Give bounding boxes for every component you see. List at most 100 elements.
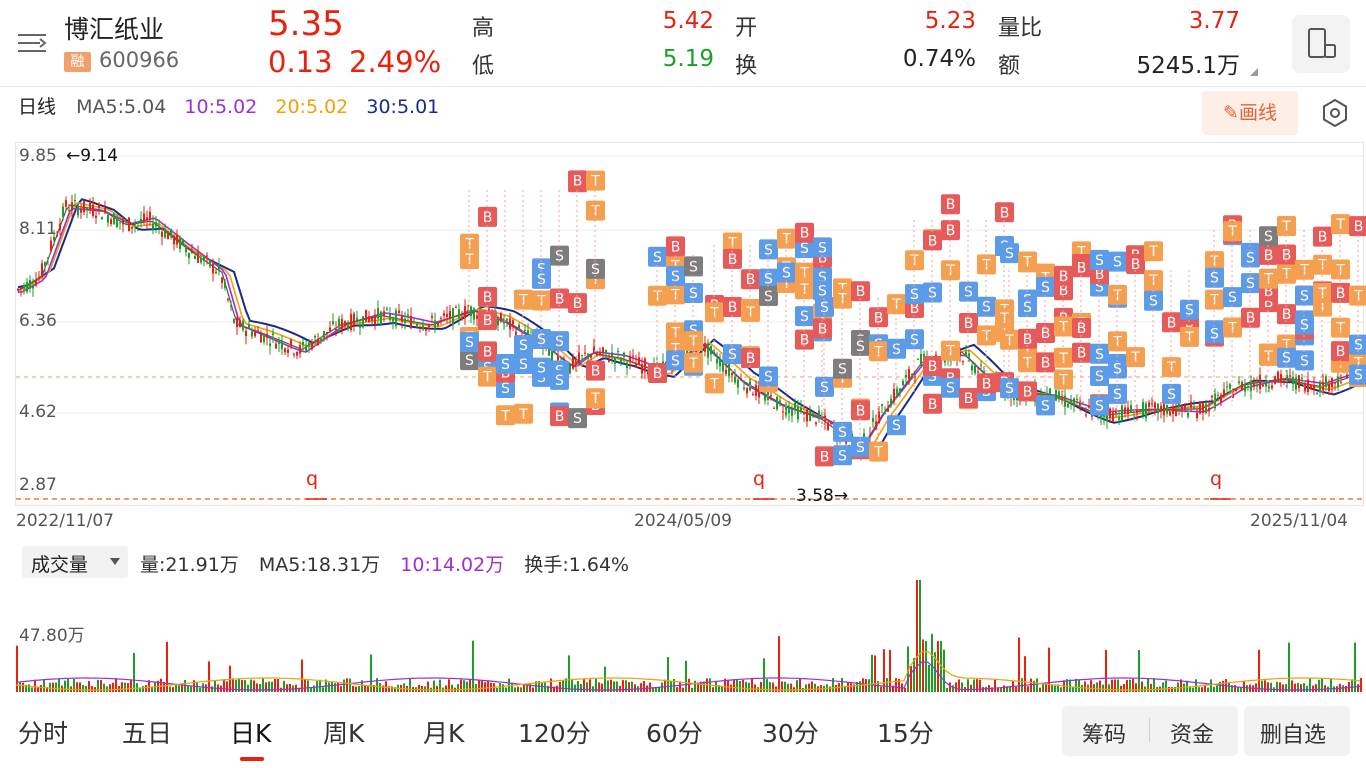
- min-price-marker: 3.58→: [796, 486, 849, 506]
- volume-bar: [754, 684, 756, 692]
- volume-bar: [640, 683, 642, 692]
- settings-icon[interactable]: [1320, 98, 1350, 128]
- volume-bar: [973, 679, 975, 692]
- remove-watchlist-button[interactable]: 删自选: [1244, 706, 1350, 756]
- volume-bar: [1096, 682, 1098, 692]
- volume-bar: [238, 678, 240, 692]
- volume-y-label: 47.80万: [19, 626, 85, 646]
- draw-line-button[interactable]: ✎画线: [1202, 91, 1298, 135]
- kline-chart[interactable]: [15, 142, 1364, 506]
- tab-intraday[interactable]: 分时: [18, 719, 69, 748]
- volume-bar: [163, 682, 165, 692]
- volume-bar: [880, 686, 882, 692]
- volume-bar: [898, 678, 900, 692]
- chips-funds-group: 筹码 资金: [1062, 706, 1238, 756]
- volume-bar: [766, 679, 768, 692]
- volume-bar: [1336, 686, 1338, 692]
- volume-bar: [106, 686, 108, 692]
- volume-bar: [736, 679, 738, 692]
- volume-bar: [310, 687, 312, 692]
- volume-bar: [1063, 680, 1065, 692]
- tab-weekly-k[interactable]: 周K: [323, 719, 365, 748]
- volume-bar: [1198, 687, 1200, 692]
- volume-bar: [616, 681, 618, 692]
- q-marker[interactable]: q: [1210, 468, 1223, 490]
- volume-bar: [793, 687, 795, 692]
- volume-bar: [1084, 681, 1086, 692]
- volume-bar: [1171, 687, 1173, 692]
- volume-ma5: MA5:18.31万: [258, 554, 381, 576]
- volume-bar: [769, 682, 771, 692]
- tab-monthly-k[interactable]: 月K: [423, 719, 465, 748]
- volume-bar: [1201, 687, 1203, 692]
- tab-five-day[interactable]: 五日: [122, 719, 173, 748]
- volume-bar: [1165, 680, 1167, 692]
- volume-bar: [610, 679, 612, 692]
- volume-bar: [1357, 684, 1359, 692]
- volume-bar: [955, 682, 957, 692]
- volume-bar: [487, 681, 489, 692]
- volume-bar: [1285, 684, 1287, 692]
- caret-down-icon: [110, 558, 120, 565]
- volume-bar: [415, 687, 417, 692]
- volume-bar: [412, 687, 414, 692]
- volume-bar: [970, 684, 972, 692]
- chips-button[interactable]: 筹码: [1082, 723, 1127, 748]
- volume-bar: [1195, 679, 1197, 692]
- volume-bar: [385, 681, 387, 692]
- volume-bar: [358, 686, 360, 692]
- q-marker[interactable]: q: [306, 468, 319, 490]
- volume-indicator-selector[interactable]: 成交量: [22, 546, 128, 578]
- menu-icon[interactable]: [16, 32, 48, 54]
- volume-bar: [220, 685, 222, 692]
- funds-button[interactable]: 资金: [1170, 723, 1215, 748]
- volume-bar: [1267, 682, 1269, 692]
- volume-bar: [1222, 680, 1224, 692]
- volume-bar: [1333, 686, 1335, 692]
- volume-bar: [142, 686, 144, 692]
- volume-bar: [265, 682, 267, 692]
- turnover-label: 换: [735, 54, 758, 79]
- tab-30-min[interactable]: 30分: [762, 719, 819, 748]
- volume-bar: [52, 682, 54, 692]
- volume-bar: [832, 678, 834, 692]
- q-marker[interactable]: q: [753, 468, 766, 490]
- volume-bar: [199, 687, 201, 692]
- volume-bar: [571, 678, 573, 692]
- volume-bar: [1153, 678, 1155, 692]
- volume-bar: [490, 682, 492, 692]
- volume-bar: [469, 679, 471, 692]
- volume-bar: [1003, 685, 1005, 692]
- tab-60-min[interactable]: 60分: [646, 719, 703, 748]
- volume-bar: [1159, 686, 1161, 692]
- volume-bar: [274, 678, 276, 692]
- tab-120-min[interactable]: 120分: [518, 719, 591, 748]
- volume-bar: [292, 685, 294, 692]
- volume-bar: [343, 679, 345, 692]
- volume-bar: [739, 681, 741, 692]
- volume-bar: [892, 685, 894, 692]
- tab-daily-k[interactable]: 日K: [230, 719, 272, 748]
- volume-bar: [409, 678, 411, 692]
- volume-bar: [418, 684, 420, 692]
- volume-bar: [1318, 679, 1320, 692]
- tab-15-min[interactable]: 15分: [877, 719, 934, 748]
- volume-bar: [1315, 684, 1317, 692]
- volume-bar: [1030, 678, 1032, 692]
- volume-bar: [847, 682, 849, 692]
- volume-bar: [1240, 687, 1242, 692]
- volume-bar: [643, 680, 645, 692]
- volume-bar: [994, 679, 996, 692]
- volume-bar: [1327, 686, 1329, 692]
- volume-bar: [244, 680, 246, 692]
- high-label: 高: [472, 16, 495, 41]
- volume-bar: [868, 679, 870, 692]
- volume-bar: [1324, 685, 1326, 692]
- volume-bar: [130, 679, 132, 692]
- volume-bar: [1216, 685, 1218, 692]
- volume-bar: [1036, 678, 1038, 692]
- volume-bar: [733, 679, 735, 692]
- volume-bar: [1243, 681, 1245, 692]
- landscape-toggle-button[interactable]: [1292, 15, 1350, 73]
- volume-bar: [295, 684, 297, 692]
